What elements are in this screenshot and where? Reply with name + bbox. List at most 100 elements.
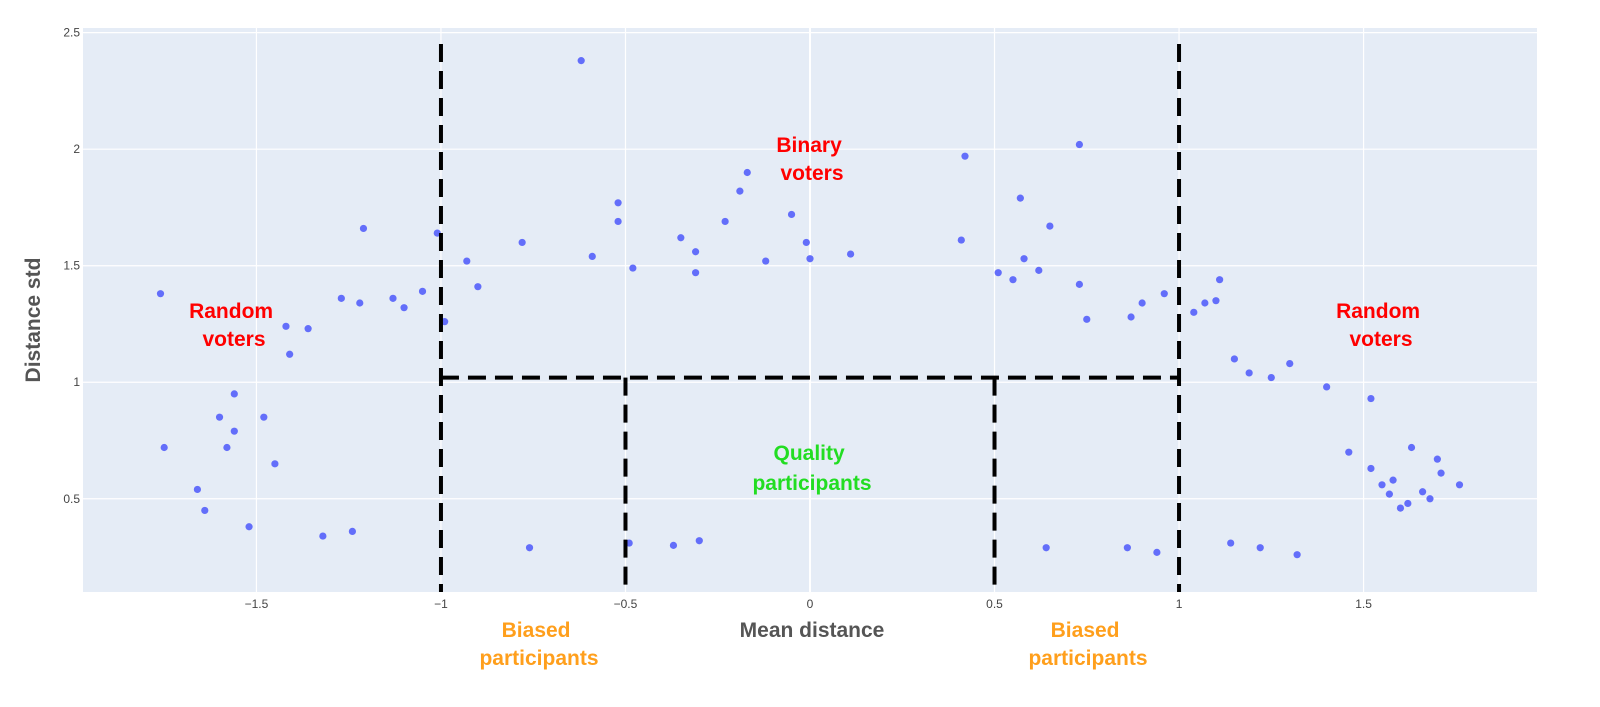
data-point <box>1323 383 1331 391</box>
data-point <box>1267 373 1275 382</box>
data-point <box>400 304 408 312</box>
data-point <box>846 250 855 258</box>
data-point <box>743 168 751 177</box>
data-point <box>806 255 814 263</box>
region-boundaries <box>438 44 1182 592</box>
biased-participants-left-label: Biased participants <box>479 619 598 670</box>
data-point <box>304 325 312 333</box>
data-point <box>614 199 622 207</box>
data-point <box>193 485 202 494</box>
data-point <box>1389 476 1397 484</box>
data-point <box>691 248 700 256</box>
random-voters-left-label: Random voters <box>189 300 279 351</box>
data-point <box>1418 488 1427 496</box>
data-point <box>1009 276 1017 284</box>
data-point <box>669 541 678 549</box>
data-point <box>1216 276 1224 284</box>
data-point <box>230 390 238 398</box>
y-tick-label: 2.5 <box>63 26 80 40</box>
data-point <box>1378 481 1386 489</box>
y-tick-label: 2 <box>73 142 80 156</box>
data-point <box>1190 308 1198 316</box>
data-point <box>721 217 729 226</box>
y-tick-label: 1 <box>73 375 80 389</box>
data-point <box>156 290 165 298</box>
data-point <box>1083 315 1091 323</box>
data-point <box>994 269 1002 277</box>
data-point <box>1138 299 1146 307</box>
data-point <box>1020 255 1028 263</box>
data-point <box>577 57 585 65</box>
data-point <box>787 210 796 219</box>
data-point <box>1367 394 1375 403</box>
data-point <box>389 294 397 302</box>
x-tick-label: 1.5 <box>1355 597 1372 611</box>
y-tick-label: 1.5 <box>63 259 80 273</box>
x-axis-ticks: −1.5 −1 −0.5 0 0.5 1 1.5 <box>245 597 1373 611</box>
x-tick-label: −1.5 <box>245 597 269 611</box>
data-point <box>1407 443 1416 452</box>
data-points <box>156 57 1464 559</box>
data-point <box>271 460 279 468</box>
data-point <box>1230 355 1238 363</box>
biased-participants-right-label: Biased participants <box>1028 619 1147 670</box>
data-point <box>245 523 253 531</box>
data-point <box>201 506 209 515</box>
data-point <box>1256 544 1264 552</box>
y-axis-title: Distance std <box>22 258 45 383</box>
data-point <box>518 238 526 247</box>
data-point <box>1075 280 1083 288</box>
data-point <box>1201 299 1209 307</box>
data-point <box>1455 481 1464 489</box>
data-point <box>1345 448 1353 456</box>
data-point <box>286 350 294 358</box>
data-point <box>356 299 364 307</box>
data-point <box>215 413 224 421</box>
data-point <box>1404 499 1412 508</box>
data-point <box>319 532 327 540</box>
data-point <box>691 269 700 277</box>
data-point <box>1016 194 1024 202</box>
data-point <box>677 234 685 242</box>
data-point <box>1396 504 1405 512</box>
binary-voters-label: Binary voters <box>776 134 847 185</box>
x-tick-label: 0.5 <box>986 597 1003 611</box>
data-point <box>1046 222 1054 230</box>
data-point <box>614 217 622 226</box>
data-point <box>1367 464 1375 473</box>
data-point <box>802 238 810 247</box>
data-point <box>1212 297 1220 305</box>
data-point <box>629 264 637 272</box>
data-point <box>762 257 770 265</box>
x-tick-label: 0 <box>807 597 814 611</box>
data-point <box>1433 455 1441 463</box>
data-point <box>525 544 534 552</box>
data-point <box>1245 369 1253 377</box>
data-point <box>1075 140 1083 149</box>
data-point <box>1153 548 1161 556</box>
grid-lines <box>83 28 1537 592</box>
data-point <box>160 443 168 452</box>
x-tick-label: 1 <box>1176 597 1183 611</box>
data-point <box>418 287 427 295</box>
data-point <box>1293 551 1301 559</box>
data-point <box>359 224 368 233</box>
data-point <box>1035 266 1043 274</box>
data-point <box>695 537 703 545</box>
data-point <box>474 283 482 291</box>
data-point <box>961 152 969 160</box>
y-axis-ticks: 0.5 1 1.5 2 2.5 <box>63 26 80 506</box>
data-point <box>1227 539 1235 547</box>
data-point <box>1437 469 1445 477</box>
data-point <box>588 252 596 260</box>
random-voters-right-label: Random voters <box>1336 300 1426 351</box>
data-point <box>282 322 290 330</box>
x-tick-label: −1 <box>434 597 448 611</box>
x-axis-title: Mean distance <box>740 619 885 642</box>
data-point <box>337 294 345 302</box>
data-point <box>957 236 965 244</box>
data-point <box>260 413 268 421</box>
data-point <box>1123 544 1131 552</box>
data-point <box>1286 360 1294 368</box>
